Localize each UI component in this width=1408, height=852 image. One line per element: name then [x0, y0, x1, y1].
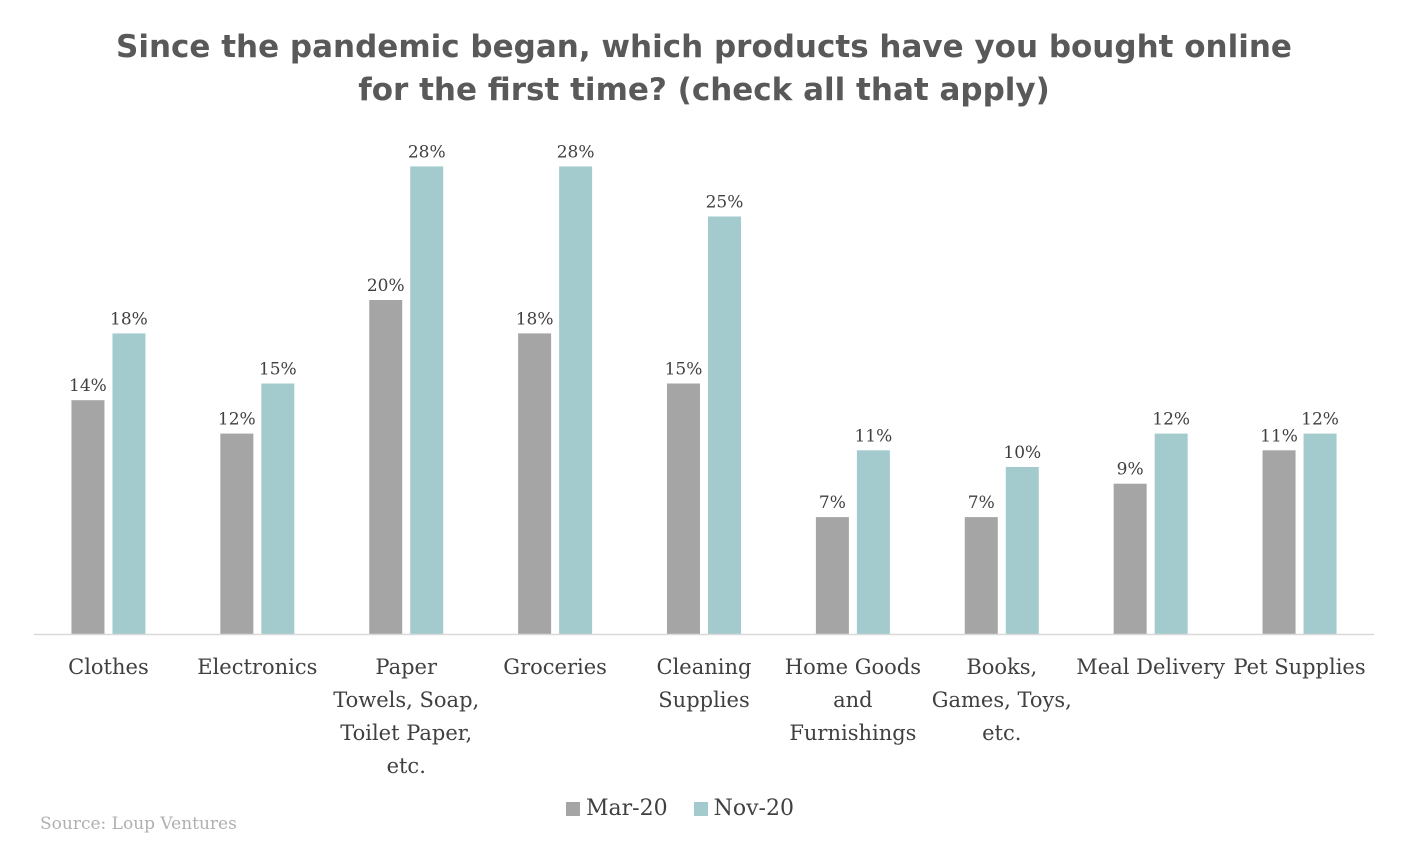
category-label-8: Pet Supplies: [1233, 655, 1365, 679]
data-label-mar-20-4: 15%: [665, 360, 703, 380]
bar-nov-20-5: [856, 450, 890, 634]
data-label-nov-20-7: 12%: [1152, 410, 1190, 430]
data-label-mar-20-8: 11%: [1260, 426, 1298, 446]
source-note: Source: Loup Ventures: [40, 814, 237, 834]
data-label-nov-20-1: 15%: [259, 360, 297, 380]
data-label-mar-20-0: 14%: [69, 376, 107, 396]
bar-mar-20-0: [71, 400, 105, 634]
chart-title: Since the pandemic began, which products…: [0, 26, 1408, 112]
bar-mar-20-1: [220, 433, 254, 634]
bar-mar-20-7: [1113, 483, 1147, 634]
bar-nov-20-2: [410, 166, 444, 634]
legend: Mar-20 Nov-20: [566, 796, 820, 821]
bar-nov-20-0: [112, 333, 146, 634]
bar-mar-20-3: [518, 333, 552, 634]
bar-nov-20-1: [261, 383, 295, 634]
data-label-nov-20-6: 10%: [1003, 443, 1041, 463]
data-label-nov-20-5: 11%: [854, 426, 892, 446]
legend-swatch-mar-20: [566, 801, 580, 816]
category-label-2: Paper Towels, Soap, Toilet Paper, etc.: [333, 655, 479, 778]
data-label-nov-20-3: 28%: [557, 142, 595, 162]
chart-title-line-2: for the first time? (check all that appl…: [358, 72, 1050, 108]
bar-mar-20-5: [815, 517, 849, 634]
bar-nov-20-8: [1303, 433, 1337, 634]
legend-item-mar-20: Mar-20: [566, 796, 668, 821]
legend-item-nov-20: Nov-20: [693, 796, 794, 821]
data-label-mar-20-5: 7%: [819, 493, 846, 513]
data-label-mar-20-3: 18%: [516, 309, 554, 329]
bar-nov-20-3: [559, 166, 593, 634]
bar-nov-20-7: [1154, 433, 1188, 634]
category-label-4: Cleaning Supplies: [657, 655, 752, 712]
data-label-mar-20-1: 12%: [218, 410, 256, 430]
legend-swatch-nov-20: [693, 801, 708, 816]
bar-nov-20-4: [708, 216, 741, 634]
bar-mar-20-8: [1262, 450, 1296, 634]
data-label-nov-20-2: 28%: [408, 142, 446, 162]
legend-label-nov-20: Nov-20: [713, 796, 794, 821]
category-label-0: Clothes: [68, 655, 149, 679]
category-label-7: Meal Delivery: [1076, 655, 1225, 679]
category-label-6: Books, Games, Toys, etc.: [932, 655, 1072, 745]
data-label-mar-20-2: 20%: [367, 276, 405, 296]
legend-label-mar-20: Mar-20: [586, 796, 668, 821]
bar-mar-20-4: [667, 383, 700, 634]
bar-nov-20-6: [1005, 467, 1039, 634]
category-label-5: Home Goods and Furnishings: [785, 655, 921, 745]
data-label-mar-20-7: 9%: [1117, 460, 1144, 480]
category-label-3: Groceries: [503, 655, 607, 679]
bar-mar-20-6: [964, 517, 998, 634]
data-label-nov-20-0: 18%: [110, 309, 148, 329]
chart-title-line-1: Since the pandemic began, which products…: [116, 29, 1292, 65]
category-label-1: Electronics: [197, 655, 317, 679]
bar-mar-20-2: [369, 300, 403, 634]
data-label-nov-20-8: 12%: [1301, 410, 1339, 430]
data-label-nov-20-4: 25%: [706, 193, 744, 213]
data-label-mar-20-6: 7%: [968, 493, 995, 513]
